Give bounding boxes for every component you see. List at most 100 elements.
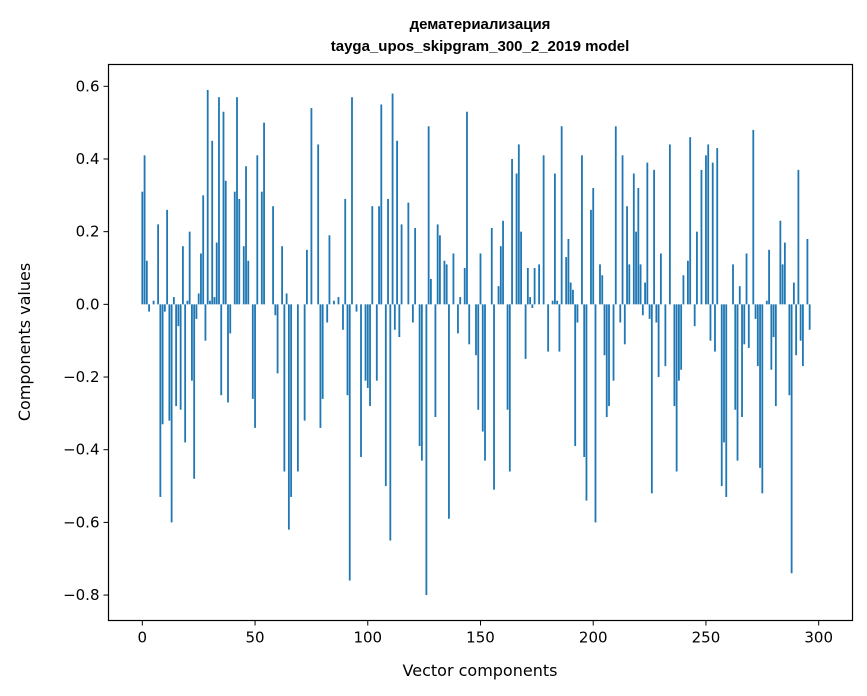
bar-85 bbox=[333, 300, 335, 305]
bar-16 bbox=[177, 304, 180, 327]
bar-64 bbox=[285, 293, 288, 305]
bar-100 bbox=[366, 304, 369, 388]
bar-89 bbox=[342, 304, 344, 330]
bar-134 bbox=[443, 260, 446, 305]
bar-214 bbox=[623, 304, 626, 345]
bar-22 bbox=[191, 304, 193, 381]
bar-220 bbox=[637, 188, 640, 305]
bar-174 bbox=[533, 268, 536, 305]
bar-284 bbox=[781, 264, 784, 305]
bar-278 bbox=[768, 249, 770, 305]
bar-37 bbox=[224, 180, 227, 305]
bar-252 bbox=[709, 304, 712, 341]
bar-78 bbox=[317, 144, 320, 305]
bar-11 bbox=[166, 209, 169, 305]
bar-287 bbox=[788, 304, 791, 396]
y-tick-label: −0.2 bbox=[63, 368, 99, 386]
bar-289 bbox=[792, 282, 795, 305]
bar-186 bbox=[560, 126, 563, 305]
bar-58 bbox=[272, 206, 274, 305]
x-tick-label: 100 bbox=[353, 629, 382, 647]
bar-145 bbox=[468, 304, 471, 345]
bar-25 bbox=[197, 293, 200, 305]
bar-99 bbox=[364, 304, 367, 381]
bar-159 bbox=[499, 246, 502, 305]
bar-227 bbox=[653, 169, 656, 305]
bar-243 bbox=[689, 137, 692, 305]
bar-223 bbox=[644, 282, 646, 305]
bar-13 bbox=[170, 304, 173, 523]
bar-112 bbox=[393, 304, 396, 330]
bar-123 bbox=[418, 304, 421, 447]
y-axis: 0.6 0.4 0.2 0.0 −0.2 −0.4 −0.6 −0.8 bbox=[63, 77, 109, 604]
bar-166 bbox=[515, 173, 518, 305]
bar-110 bbox=[389, 304, 392, 541]
bar-120 bbox=[411, 304, 414, 323]
bar-295 bbox=[806, 238, 809, 305]
bar-162 bbox=[506, 304, 509, 410]
bar-104 bbox=[375, 304, 378, 381]
bar-291 bbox=[797, 169, 800, 305]
bar-283 bbox=[779, 220, 782, 305]
bar-236 bbox=[673, 304, 676, 407]
bar-21 bbox=[188, 231, 191, 305]
bar-18 bbox=[181, 246, 184, 305]
bar-196 bbox=[583, 304, 586, 457]
bar-47 bbox=[247, 260, 250, 305]
bar-237 bbox=[675, 304, 678, 472]
bar-131 bbox=[436, 224, 439, 305]
bar-232 bbox=[664, 304, 667, 367]
bar-246 bbox=[696, 231, 698, 305]
bar-72 bbox=[303, 304, 306, 421]
bar-1 bbox=[143, 155, 146, 305]
bar-148 bbox=[475, 304, 477, 356]
bar-221 bbox=[639, 264, 642, 305]
bar-210 bbox=[614, 126, 617, 305]
bar-292 bbox=[799, 304, 802, 341]
bar-242 bbox=[687, 260, 689, 305]
bar-34 bbox=[218, 97, 220, 305]
bar-250 bbox=[705, 155, 707, 305]
bar-105 bbox=[378, 206, 380, 305]
bar-121 bbox=[414, 228, 417, 305]
bar-201 bbox=[594, 304, 597, 523]
bar-65 bbox=[287, 304, 290, 530]
bar-41 bbox=[233, 191, 236, 305]
y-tick-label: −0.6 bbox=[63, 513, 99, 531]
y-tick-label: 0.0 bbox=[76, 295, 100, 313]
y-tick-label: 0.4 bbox=[76, 150, 100, 168]
bar-266 bbox=[741, 304, 743, 417]
bar-216 bbox=[628, 264, 631, 305]
bar-212 bbox=[619, 304, 622, 323]
bar-49 bbox=[251, 304, 254, 399]
bar-251 bbox=[707, 144, 710, 305]
bar-143 bbox=[463, 268, 466, 305]
bar-225 bbox=[648, 304, 651, 319]
bar-73 bbox=[305, 249, 308, 305]
bar-141 bbox=[459, 297, 462, 305]
bar-222 bbox=[641, 304, 644, 316]
bar-155 bbox=[490, 228, 493, 305]
bar-93 bbox=[351, 97, 353, 305]
bar-60 bbox=[276, 304, 279, 374]
bar-171 bbox=[526, 268, 529, 305]
bar-87 bbox=[337, 297, 340, 305]
bar-209 bbox=[612, 304, 615, 381]
bar-7 bbox=[157, 224, 160, 305]
bar-253 bbox=[711, 162, 714, 305]
bar-114 bbox=[398, 304, 401, 338]
bar-199 bbox=[590, 209, 592, 305]
bar-10 bbox=[163, 304, 166, 312]
bar-30 bbox=[209, 300, 211, 305]
bar-167 bbox=[517, 144, 520, 305]
bar-254 bbox=[714, 304, 716, 352]
bar-215 bbox=[626, 206, 628, 305]
bar-82 bbox=[326, 304, 329, 323]
bar-62 bbox=[281, 246, 284, 305]
bar-151 bbox=[481, 304, 484, 432]
x-tick-label: 300 bbox=[804, 629, 833, 647]
bar-173 bbox=[531, 304, 534, 308]
bar-53 bbox=[260, 191, 263, 305]
bar-192 bbox=[574, 304, 577, 447]
bar-213 bbox=[621, 155, 624, 305]
